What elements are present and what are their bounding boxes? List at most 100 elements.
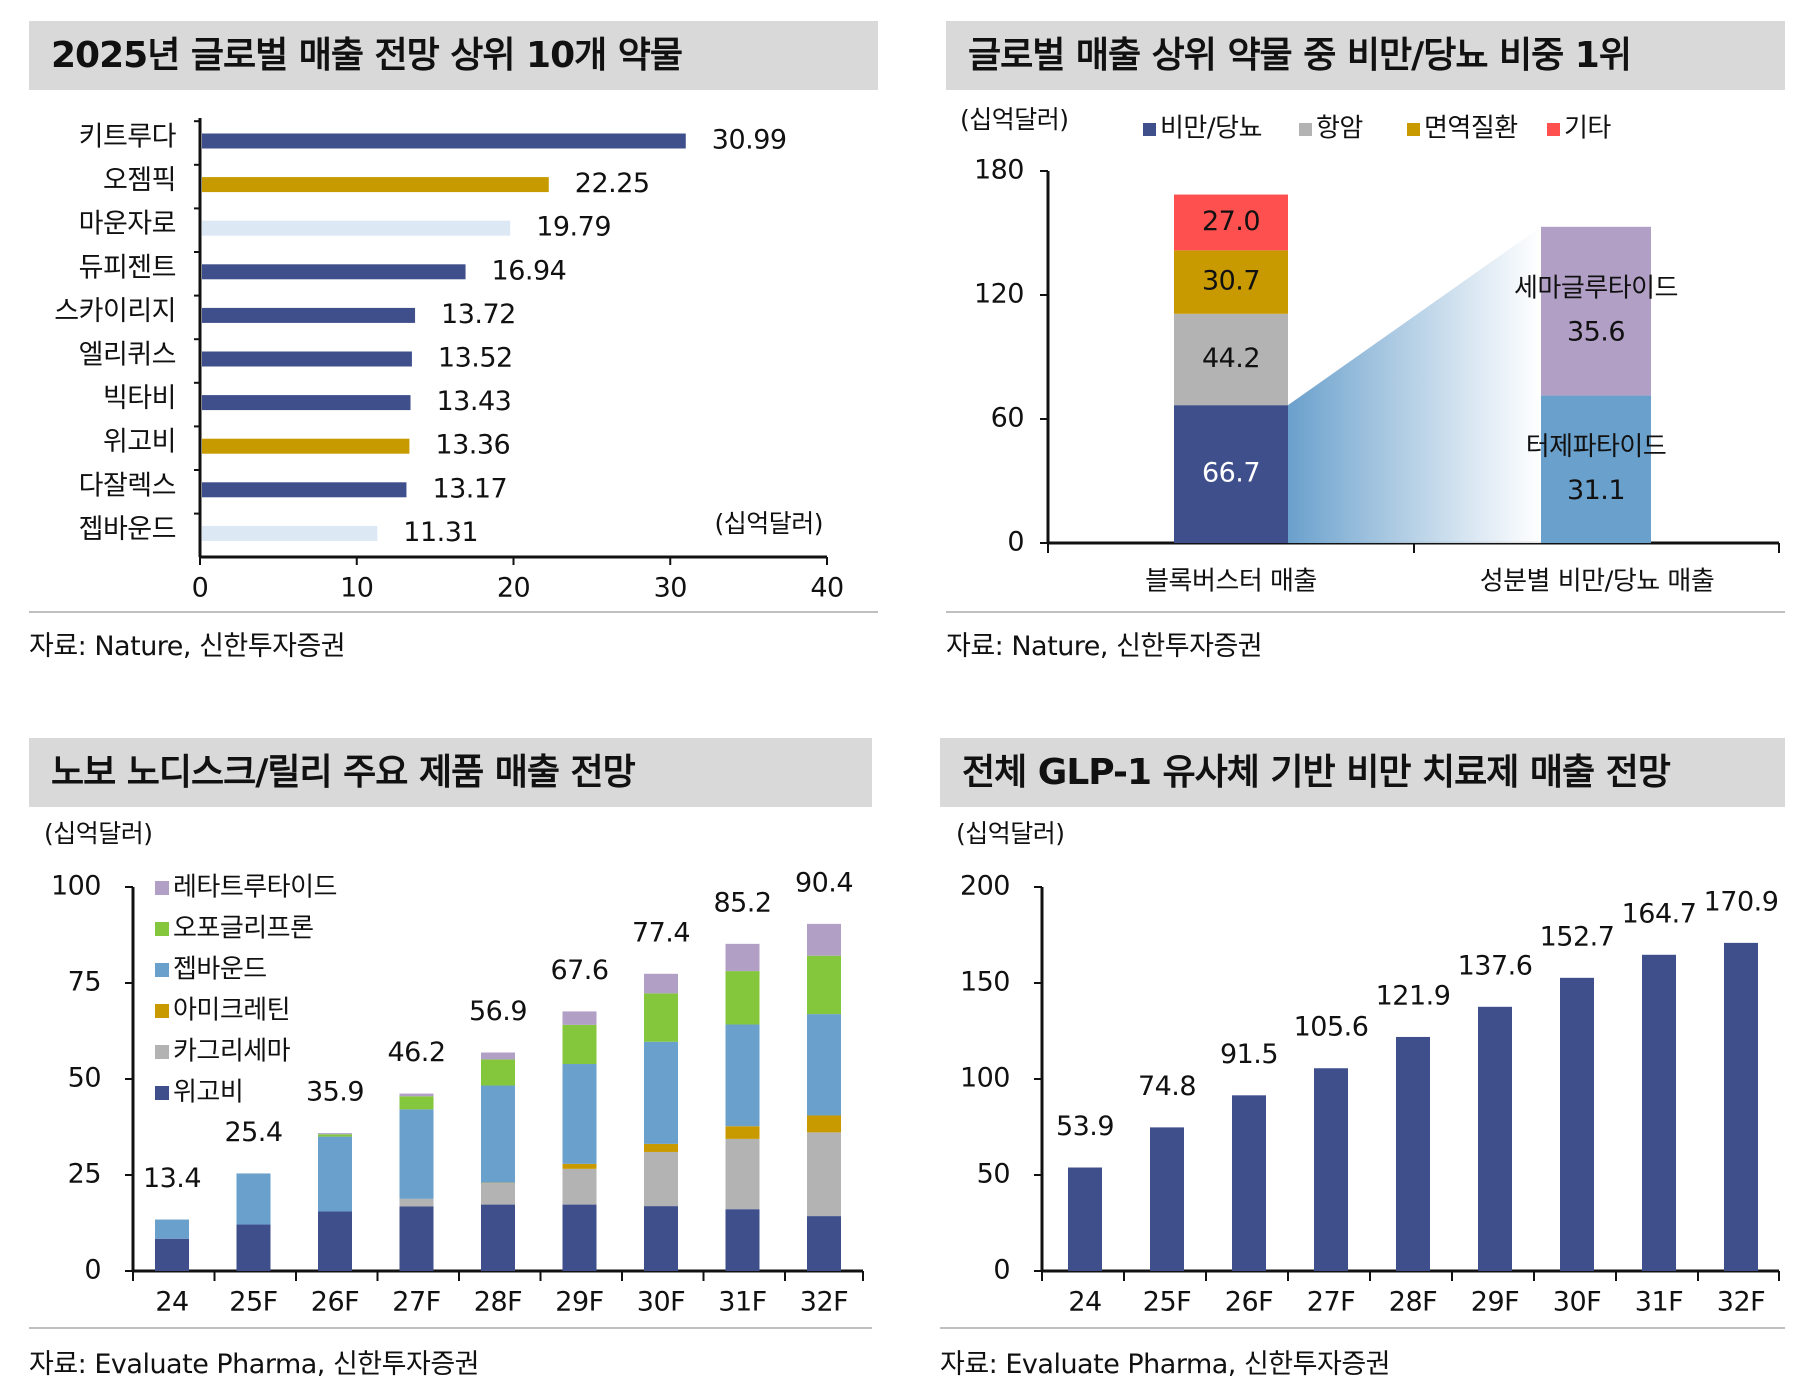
chart4-x-tick-label: 25F bbox=[1143, 1287, 1191, 1318]
chart2-bar-segment bbox=[1174, 405, 1288, 543]
chart4-bar bbox=[1724, 942, 1758, 1271]
chart2-zoom-segment-name: 터제파타이드 bbox=[1526, 432, 1667, 462]
chart1-divider bbox=[29, 611, 878, 613]
chart3-title: 노보 노디스크/릴리 주요 제품 매출 전망 bbox=[29, 738, 872, 807]
chart4-value-label: 74.8 bbox=[1138, 1071, 1196, 1102]
chart3-bar-segment bbox=[725, 1024, 760, 1127]
chart1-value-label: 13.72 bbox=[441, 299, 516, 330]
chart3-bar-segment bbox=[236, 1224, 271, 1271]
chart3-x-tick-label: 24 bbox=[155, 1287, 188, 1318]
chart1-category-label: 마운자로 bbox=[79, 209, 176, 240]
chart2-legend-label: 면역질환 bbox=[1424, 114, 1518, 144]
chart2-legend-label: 항암 bbox=[1316, 114, 1363, 144]
chart2-legend-swatch bbox=[1547, 123, 1560, 136]
chart3-bar-segment bbox=[318, 1133, 352, 1135]
chart3-x-tick-label: 29F bbox=[555, 1287, 603, 1318]
chart2-legend-swatch bbox=[1143, 123, 1156, 136]
chart4-divider bbox=[940, 1327, 1785, 1329]
chart3-legend-swatch bbox=[155, 1045, 169, 1059]
chart1-category-label: 위고비 bbox=[103, 427, 176, 458]
chart2-bar-segment bbox=[1174, 250, 1288, 314]
chart4-x-tick-label: 29F bbox=[1471, 1287, 1519, 1318]
chart1-value-label: 30.99 bbox=[712, 125, 787, 156]
chart4-x-tick-label: 32F bbox=[1717, 1287, 1765, 1318]
chart3-bar-segment bbox=[644, 993, 678, 1042]
chart3-bar-segment bbox=[481, 1059, 515, 1086]
chart3-legend-swatch bbox=[155, 1004, 169, 1018]
chart2-bar-segment bbox=[1174, 194, 1288, 251]
chart3-legend-swatch bbox=[155, 881, 169, 895]
chart2-divider bbox=[946, 611, 1785, 613]
chart3-total-label: 25.4 bbox=[224, 1117, 282, 1148]
chart1-category-label: 젭바운드 bbox=[79, 514, 176, 545]
chart1-x-tick-label: 10 bbox=[340, 573, 373, 604]
chart4-unit-label: (십억달러) bbox=[956, 819, 1065, 848]
chart3-total-label: 85.2 bbox=[713, 887, 771, 918]
chart3-bar-segment bbox=[807, 1132, 841, 1217]
chart3-legend-swatch bbox=[155, 963, 169, 977]
chart1-value-label: 22.25 bbox=[575, 168, 650, 199]
chart4-value-label: 152.7 bbox=[1540, 921, 1615, 952]
chart1-category-label: 오젬픽 bbox=[103, 165, 176, 196]
chart1-category-label: 빅타비 bbox=[103, 383, 176, 414]
chart3-bar-segment bbox=[644, 1041, 678, 1144]
chart3-bar-segment bbox=[481, 1052, 515, 1060]
chart2-zoom-connector bbox=[1288, 226, 1541, 544]
chart4-bar bbox=[1068, 1167, 1102, 1271]
chart3-x-tick-label: 26F bbox=[311, 1287, 359, 1318]
chart3-total-label: 56.9 bbox=[469, 996, 527, 1027]
chart3-bar-segment bbox=[236, 1173, 271, 1225]
chart2-zoom-bar-segment bbox=[1541, 226, 1651, 396]
chart4-bar bbox=[1560, 977, 1594, 1271]
chart3-bar-segment bbox=[562, 1064, 597, 1164]
chart3-bar-segment bbox=[155, 1238, 189, 1271]
chart2-zoom-bar-segment bbox=[1541, 395, 1651, 543]
chart3-total-label: 67.6 bbox=[550, 955, 608, 986]
chart2-unit-label: (십억달러) bbox=[960, 105, 1069, 134]
chart2-segment-label: 27.0 bbox=[1202, 206, 1260, 237]
chart4-value-label: 170.9 bbox=[1704, 886, 1779, 917]
chart3-bar-segment bbox=[562, 1168, 597, 1205]
chart3-y-tick-label: 50 bbox=[68, 1063, 101, 1094]
chart4-source: 자료: Evaluate Pharma, 신한투자증권 bbox=[940, 1349, 1391, 1380]
chart3-bar-segment bbox=[807, 1216, 841, 1271]
chart3-bar-segment bbox=[399, 1093, 434, 1097]
chart1-bar bbox=[202, 220, 511, 236]
chart2-x-category-label: 성분별 비만/당뇨 매출 bbox=[1480, 567, 1715, 597]
chart3-bar-segment bbox=[481, 1183, 515, 1205]
chart3-x-tick-label: 31F bbox=[718, 1287, 766, 1318]
chart4-value-label: 53.9 bbox=[1056, 1111, 1114, 1142]
chart3-bar-segment bbox=[562, 1011, 597, 1025]
chart3-bar-segment bbox=[399, 1096, 434, 1110]
chart3-bar-segment bbox=[807, 1014, 841, 1116]
chart1-bar bbox=[202, 525, 378, 541]
chart1-bar bbox=[202, 307, 416, 323]
chart3-bar-segment bbox=[725, 1138, 760, 1210]
chart4-value-label: 91.5 bbox=[1220, 1039, 1278, 1070]
chart3-bar-segment bbox=[725, 971, 760, 1025]
chart1-x-tick-label: 40 bbox=[810, 573, 843, 604]
chart3-x-tick-label: 32F bbox=[800, 1287, 848, 1318]
chart3-bar-segment bbox=[155, 1219, 189, 1239]
chart4-bar bbox=[1314, 1068, 1348, 1271]
chart4-bar bbox=[1642, 954, 1676, 1271]
chart1-bar bbox=[202, 133, 686, 149]
chart4-title: 전체 GLP-1 유사체 기반 비만 치료제 매출 전망 bbox=[940, 738, 1785, 807]
chart3-legend-swatch bbox=[155, 1086, 169, 1100]
chart3-legend-label: 젭바운드 bbox=[173, 955, 267, 985]
chart4-x-tick-label: 26F bbox=[1225, 1287, 1273, 1318]
chart3-legend-swatch bbox=[155, 922, 169, 936]
chart3-bar-segment bbox=[399, 1206, 434, 1271]
chart4-value-label: 105.6 bbox=[1294, 1012, 1369, 1043]
chart4-y-tick-label: 50 bbox=[977, 1159, 1010, 1190]
chart4-y-tick-label: 200 bbox=[960, 871, 1010, 902]
chart1-bar bbox=[202, 482, 407, 498]
chart3-total-label: 90.4 bbox=[795, 867, 853, 898]
chart3-bar-segment bbox=[481, 1085, 515, 1183]
chart2-y-tick-label: 0 bbox=[1007, 527, 1024, 558]
chart1-category-label: 듀피젠트 bbox=[79, 252, 176, 283]
chart3-bar-segment bbox=[725, 1126, 760, 1139]
chart1-value-label: 13.17 bbox=[432, 473, 507, 504]
chart4-bar bbox=[1232, 1095, 1266, 1271]
